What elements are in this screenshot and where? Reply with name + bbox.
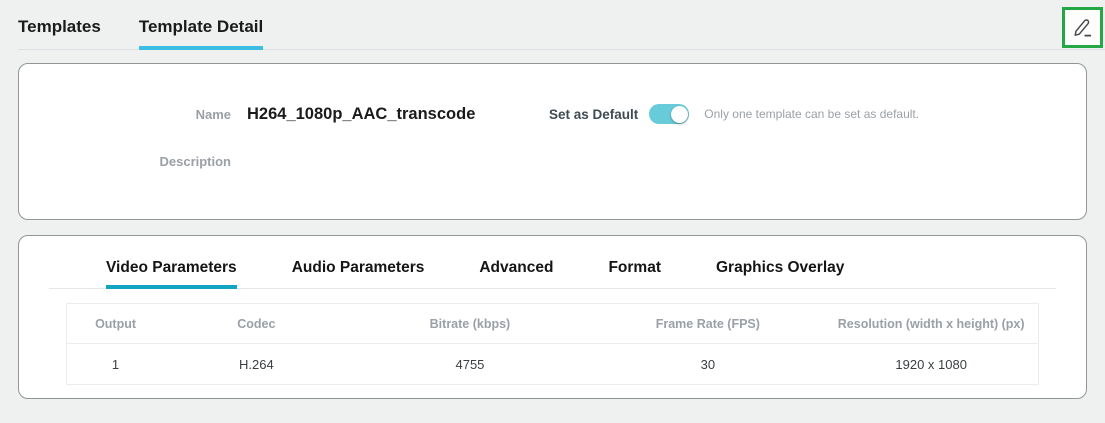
tab-format[interactable]: Format [608, 259, 661, 276]
tab-video-parameters[interactable]: Video Parameters [106, 259, 237, 289]
toggle-knob [670, 105, 688, 123]
video-parameters-table: Output Codec Bitrate (kbps) Frame Rate (… [66, 303, 1039, 385]
col-codec: Codec [237, 316, 276, 331]
tab-graphics-overlay[interactable]: Graphics Overlay [716, 259, 845, 276]
set-as-default-label: Set as Default [549, 106, 639, 122]
tab-advanced[interactable]: Advanced [479, 259, 554, 276]
header: Templates Template Detail [18, 0, 1105, 50]
tab-template-detail[interactable]: Template Detail [138, 17, 264, 50]
cell-output: 1 [111, 356, 120, 372]
cell-codec: H.264 [238, 356, 274, 372]
tab-templates[interactable]: Templates [18, 17, 101, 36]
name-value: H264_1080p_AAC_transcode [247, 104, 476, 123]
table-header-row: Output Codec Bitrate (kbps) Frame Rate (… [67, 304, 1038, 344]
name-row: Name H264_1080p_AAC_transcode Set as Def… [19, 104, 1086, 124]
col-bitrate: Bitrate (kbps) [429, 316, 511, 331]
edit-button[interactable] [1062, 7, 1103, 48]
tab-audio-parameters[interactable]: Audio Parameters [291, 259, 425, 276]
cell-resolution: 1920 x 1080 [895, 356, 967, 372]
name-label: Name [195, 106, 231, 122]
template-detail-card: Name H264_1080p_AAC_transcode Set as Def… [18, 63, 1087, 220]
cell-bitrate: 4755 [455, 356, 485, 372]
description-label: Description [159, 154, 231, 169]
parameters-tabs: Video Parameters Audio Parameters Advanc… [49, 236, 1056, 289]
col-frame-rate: Frame Rate (FPS) [655, 316, 760, 331]
col-resolution: Resolution (width x height) (px) [837, 316, 1025, 331]
table-row: 1 H.264 4755 30 1920 x 1080 [67, 344, 1038, 384]
parameters-card: Video Parameters Audio Parameters Advanc… [18, 235, 1087, 399]
set-as-default-hint: Only one template can be set as default. [704, 107, 920, 121]
cell-frame-rate: 30 [700, 356, 716, 372]
set-as-default-group: Set as Default Only one template can be … [549, 104, 919, 124]
col-output: Output [95, 316, 137, 331]
pencil-icon [1071, 16, 1095, 40]
description-row: Description [19, 154, 1086, 170]
set-as-default-toggle[interactable] [649, 104, 690, 124]
